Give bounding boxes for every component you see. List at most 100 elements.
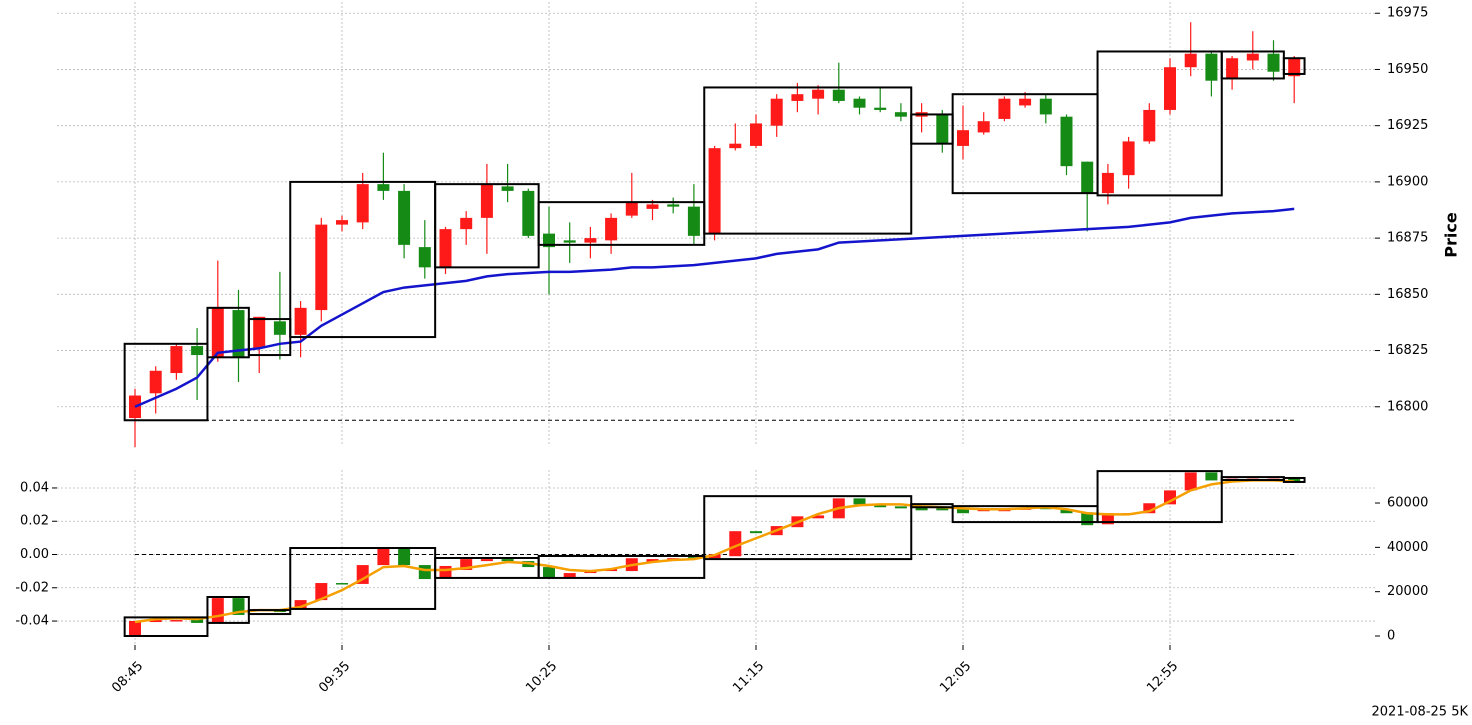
candle-body [998, 98, 1011, 119]
candle-body [1039, 98, 1052, 115]
candle-body [315, 583, 328, 601]
candle-body [501, 559, 514, 562]
candle-body [191, 346, 204, 356]
candle-body [1060, 509, 1073, 514]
candle-body [1184, 53, 1197, 68]
candle-body [253, 316, 266, 349]
candle-body [729, 531, 742, 557]
box [1282, 57, 1306, 75]
y-axis-label: Price [1442, 212, 1461, 258]
y-tick-label: 16975 [1387, 6, 1428, 21]
box [703, 86, 913, 235]
candle-body [1122, 141, 1135, 176]
candle-body [646, 204, 659, 209]
candle-body [170, 346, 183, 374]
y-tick-label: -0.04 [15, 614, 49, 629]
candle-body [770, 98, 783, 126]
y-tick-label: 0.04 [20, 480, 49, 495]
y-tick-label: 16950 [1387, 62, 1428, 77]
candle-body [1288, 478, 1301, 482]
candle-body [1288, 58, 1301, 77]
candle-body [398, 190, 411, 245]
candle-body [1267, 53, 1280, 72]
candle-body [543, 567, 555, 578]
candle-body [336, 220, 348, 225]
candle-body [170, 620, 183, 622]
candle-body [1081, 161, 1094, 194]
y2-tick-label: 0 [1387, 629, 1395, 644]
candle-body [1143, 109, 1156, 142]
candle-body [211, 598, 224, 623]
candle-body [1205, 53, 1218, 81]
y-tick-label: 0.00 [20, 547, 49, 562]
candle-body [853, 98, 866, 108]
candle-body [977, 121, 990, 133]
annotation: 2021-08-25 5K [1372, 705, 1469, 720]
box [1096, 50, 1223, 197]
candle-body [543, 233, 555, 248]
candle-body [874, 107, 887, 110]
box [537, 554, 706, 579]
candle-body [812, 89, 825, 99]
candle-body [894, 506, 907, 509]
candle-body [894, 112, 907, 117]
candle-body [1246, 53, 1259, 61]
candle-body [418, 565, 431, 580]
candle-body [336, 583, 348, 585]
candle-body [439, 229, 452, 268]
candle-body [356, 565, 369, 584]
candle-body [1060, 116, 1073, 167]
candle-body [957, 508, 969, 514]
y-tick-label: 0.02 [20, 514, 49, 529]
candle-body [605, 217, 618, 241]
box [123, 342, 209, 422]
candle-body [584, 238, 597, 243]
candle-body [1019, 98, 1032, 106]
line [134, 479, 1295, 624]
candle-body [1226, 58, 1239, 79]
candle-body [377, 548, 390, 566]
line [134, 207, 1295, 408]
candle-body [191, 618, 204, 623]
candle-body [625, 202, 638, 216]
candle-body [211, 307, 224, 358]
candle-body [149, 620, 162, 623]
candle-body [936, 114, 949, 144]
y-tick-label: -0.02 [15, 580, 49, 595]
candle-body [501, 186, 514, 191]
box [1282, 476, 1306, 483]
candle-body [729, 143, 742, 149]
candle-body [853, 498, 866, 505]
candle-body [563, 573, 576, 578]
y-tick-label: 16900 [1387, 174, 1428, 189]
candle-body [418, 247, 431, 268]
candle-body [398, 548, 411, 566]
candle-body [232, 310, 245, 358]
candle-body [915, 507, 928, 511]
y2-tick-label: 20000 [1387, 584, 1428, 599]
candle-body [667, 204, 680, 207]
box [1096, 470, 1223, 524]
candle-body [460, 559, 473, 570]
candle-body [750, 531, 762, 534]
y2-tick-label: 60000 [1387, 496, 1428, 511]
candle-body [1184, 472, 1197, 491]
candle-body [646, 559, 659, 562]
candle-body [294, 600, 307, 609]
candle-body [1205, 472, 1218, 481]
candle-body [149, 370, 162, 394]
candle-body [812, 515, 825, 519]
box [247, 609, 292, 616]
box [703, 495, 913, 561]
candle-body [750, 123, 762, 146]
y-tick-label: 16925 [1387, 118, 1428, 133]
candle-body [129, 620, 141, 637]
candle-body [708, 148, 721, 234]
candle-body [874, 504, 887, 508]
candle-body [315, 224, 328, 311]
candle-body [1101, 513, 1114, 525]
candle-body [936, 508, 949, 511]
candle-body [1101, 172, 1114, 194]
